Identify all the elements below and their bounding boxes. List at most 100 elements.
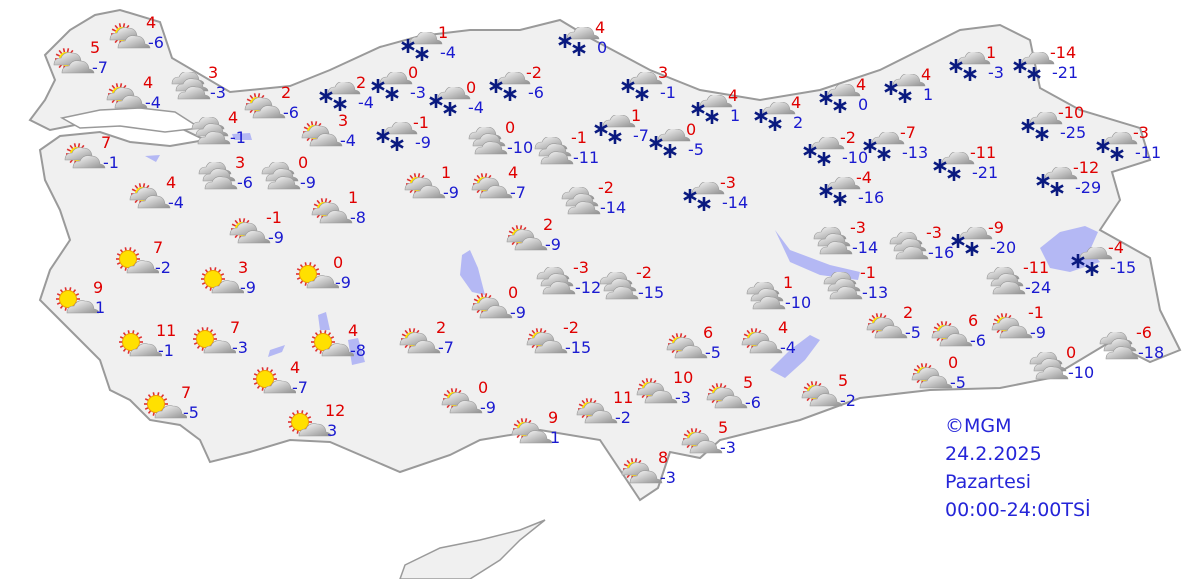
weather-station: 5 -2 [800,372,880,424]
weather-station: 4 -7 [252,359,332,411]
max-temp: 7 [230,318,241,337]
max-temp: 5 [718,418,729,437]
weather-station: 0 -10 [1028,344,1108,396]
weather-station: 5 -7 [52,39,132,91]
weather-station: 8 -3 [620,449,700,501]
weather-station: 0 -5 [910,354,990,406]
forecast-period: 00:00-24:00TSİ [945,499,1091,521]
weather-station: 2 -7 [398,319,478,371]
min-temp: -10 [842,148,869,167]
max-temp: 4 [146,13,157,32]
min-temp: -7 [510,183,526,202]
weather-station: 1 -4 [400,24,480,76]
weather-station: 7 -2 [115,239,195,291]
min-temp: 1 [730,106,741,125]
weather-station: -4 -16 [818,169,898,221]
weather-station: -12 -29 [1035,159,1115,211]
min-temp: -6 [283,103,299,122]
max-temp: 4 [228,108,239,127]
copyright-label: ©MGM [945,415,1012,437]
min-temp: -3 [675,388,691,407]
max-temp: -2 [563,318,579,337]
min-temp: -18 [1138,343,1165,362]
min-temp: -4 [780,338,796,357]
min-temp: -7 [92,58,108,77]
min-temp: -9 [268,228,284,247]
min-temp: -3 [232,338,248,357]
max-temp: 9 [548,408,559,427]
min-temp: -29 [1075,178,1102,197]
min-temp: -12 [575,278,602,297]
lake-egirdir [318,312,330,330]
weather-station: 0 -9 [295,254,375,306]
lake-burdur [268,345,285,357]
max-temp: 0 [298,153,309,172]
max-temp: 4 [856,75,867,94]
weather-station: 0 -10 [467,119,547,171]
max-temp: 1 [631,106,642,125]
weather-station: -3 -12 [535,259,615,311]
weather-station: 4 -4 [105,74,185,126]
weather-station: -2 -6 [488,64,568,116]
min-temp: -10 [1068,363,1095,382]
max-temp: -3 [720,173,736,192]
forecast-date: 24.2.2025 [945,443,1042,465]
max-temp: -11 [970,143,997,162]
min-temp: -13 [862,283,889,302]
max-temp: -9 [988,218,1004,237]
min-temp: -9 [300,173,316,192]
weather-station: -2 -15 [598,264,678,316]
weather-station: 2 -5 [865,304,945,356]
max-temp: 5 [90,38,101,57]
forecast-day: Pazartesi [945,471,1031,493]
min-temp: -1 [158,341,174,360]
weather-station: 4 1 [883,66,963,118]
ataturk-dam-lake [770,335,820,378]
min-temp: -2 [615,408,631,427]
min-temp: -14 [600,198,627,217]
max-temp: -3 [850,218,866,237]
max-temp: 2 [903,303,914,322]
weather-station: 6 -6 [930,312,1010,364]
max-temp: 4 [595,18,606,37]
max-temp: 1 [348,188,359,207]
weather-station: -6 -18 [1098,324,1178,376]
min-temp: -5 [705,343,721,362]
min-temp: -4 [340,131,356,150]
min-temp: -5 [183,403,199,422]
weather-station: 0 -9 [470,284,550,336]
min-temp: -15 [565,338,592,357]
weather-station: 9 1 [510,409,590,461]
max-temp: -11 [1023,258,1050,277]
max-temp: 4 [921,65,932,84]
weather-station: 4 -8 [310,322,390,374]
min-temp: -6 [970,331,986,350]
max-temp: 4 [791,93,802,112]
min-temp: -11 [573,148,600,167]
max-temp: -2 [840,128,856,147]
weather-station: -3 -16 [888,224,968,276]
lake-tuz [460,250,485,295]
cyprus [399,519,546,579]
min-temp: -3 [660,468,676,487]
max-temp: 2 [543,215,554,234]
weather-station: 4 -4 [128,174,208,226]
min-temp: -5 [905,323,921,342]
min-temp: -15 [638,283,665,302]
max-temp: -3 [926,223,942,242]
weather-station: -4 -15 [1070,239,1150,291]
max-temp: 1 [438,23,449,42]
max-temp: -1 [1028,303,1044,322]
min-temp: -21 [1052,63,1079,82]
weather-station: 3 -9 [200,259,280,311]
weather-station: 5 -6 [705,374,785,426]
weather-station: 9 1 [55,279,135,331]
max-temp: 5 [838,371,849,390]
min-temp: -9 [335,273,351,292]
weather-station: -2 -10 [802,129,882,181]
max-temp: 11 [156,321,177,340]
min-temp: 0 [858,95,869,114]
min-temp: -6 [745,393,761,412]
min-temp: -1 [103,153,119,172]
max-temp: -2 [636,263,652,282]
